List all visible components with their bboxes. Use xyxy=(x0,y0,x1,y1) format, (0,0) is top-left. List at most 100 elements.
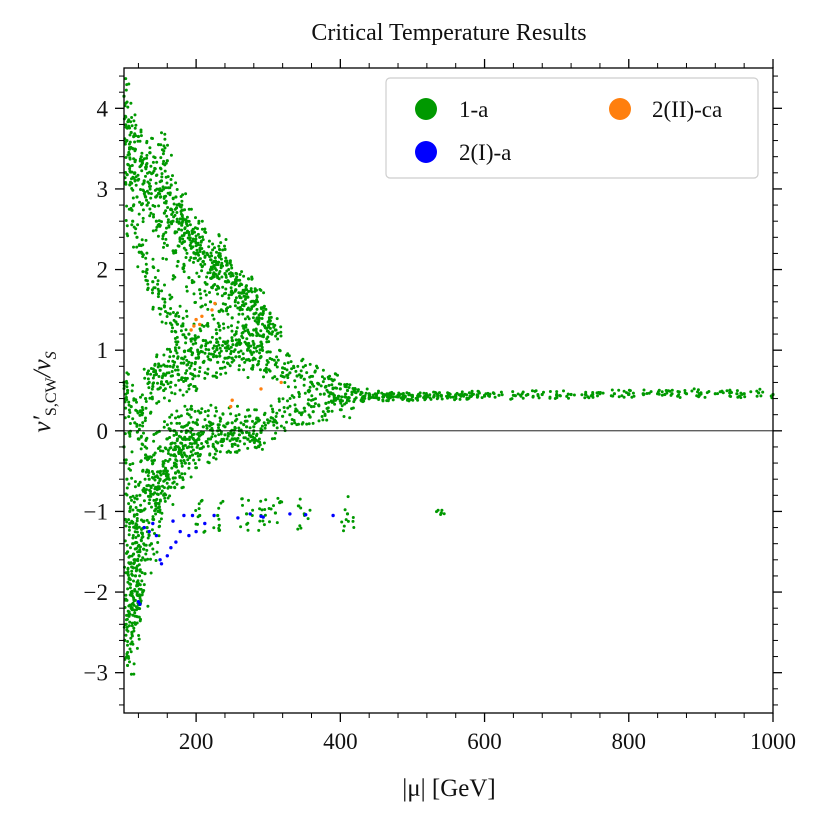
point-1-a-fill xyxy=(239,525,243,529)
point-1-a-fill xyxy=(178,204,182,208)
point-1-a-fill xyxy=(197,275,201,279)
point-1-a-fill xyxy=(172,433,176,437)
point-1-a-fill xyxy=(226,421,230,425)
point-1-a-fill xyxy=(458,397,462,401)
point-1-a-fill xyxy=(125,652,129,656)
point-1-a-fill xyxy=(211,346,215,350)
point-1-a-10 xyxy=(139,155,143,159)
point-1-a-fill xyxy=(191,448,195,452)
point-1-a-fill xyxy=(265,329,269,333)
point-1-a-fill xyxy=(233,333,237,337)
point-1-a-fill xyxy=(136,265,140,269)
point-1-a-fill xyxy=(171,277,175,281)
point-1-a-fill xyxy=(283,362,287,366)
point-1-a-fill xyxy=(181,478,185,482)
point-1-a-fill xyxy=(286,352,290,356)
point-1-a-fill xyxy=(133,172,136,176)
point-1-a-109 xyxy=(176,372,180,376)
point-1-a-fill xyxy=(660,393,664,397)
point-1-a-fill xyxy=(584,393,588,397)
point-1-a-fill xyxy=(189,207,193,211)
point-1-a-fill xyxy=(178,239,182,243)
point-1-a-fill xyxy=(250,305,254,309)
point-1-a-fill xyxy=(174,251,178,255)
point-2(I)-a-8 xyxy=(165,554,169,558)
point-1-a-206 xyxy=(183,461,187,465)
point-1-a-fill xyxy=(244,325,248,329)
point-1-a-fill xyxy=(153,487,157,491)
point-1-a-fill xyxy=(158,498,162,502)
point-1-a-fill xyxy=(132,562,136,566)
point-1-a-fill xyxy=(183,435,187,439)
point-1-a-fill xyxy=(376,391,380,395)
point-1-a-fill xyxy=(313,402,317,406)
point-1-a-fill xyxy=(128,603,132,607)
point-1-a-fill xyxy=(138,159,142,163)
point-1-a-fill xyxy=(143,376,147,380)
point-1-a-104 xyxy=(158,368,162,372)
point-1-a-fill xyxy=(173,486,177,490)
point-1-a-fill xyxy=(188,223,192,227)
point-1-a-fill xyxy=(128,647,132,651)
point-1-a-fill xyxy=(308,415,312,419)
point-1-a-fill xyxy=(730,391,733,394)
point-1-a-fill xyxy=(348,416,352,420)
point-1-a-fill xyxy=(171,197,175,201)
point-1-a-fill xyxy=(156,295,160,299)
point-1-a-fill xyxy=(283,367,287,371)
point-1-a-fill xyxy=(187,233,191,237)
point-1-a-fill xyxy=(124,593,128,597)
point-1-a-fill xyxy=(319,384,323,388)
point-1-a-fill xyxy=(405,398,409,402)
point-1-a-fill xyxy=(369,396,373,400)
point-1-a-fill xyxy=(181,193,185,197)
point-1-a-fill xyxy=(268,311,272,315)
point-1-a-fill xyxy=(229,345,233,349)
point-1-a-fill xyxy=(275,377,279,381)
point-1-a-fill xyxy=(407,393,411,397)
point-1-a-fill xyxy=(260,334,264,338)
point-1-a-fill xyxy=(438,391,441,395)
point-1-a-fill xyxy=(229,263,233,267)
point-1-a-fill xyxy=(132,626,136,630)
point-1-a-fill xyxy=(236,320,240,324)
point-1-a-fill xyxy=(242,423,246,427)
point-1-a-fill xyxy=(166,473,170,477)
point-1-a-fill xyxy=(146,455,150,459)
point-1-a-fill xyxy=(247,498,250,502)
point-1-a-fill xyxy=(185,222,189,226)
point-1-a-fill xyxy=(251,316,255,320)
point-1-a-fill xyxy=(132,135,136,139)
point-1-a-fill xyxy=(180,472,184,476)
point-1-a-fill xyxy=(424,392,428,395)
point-1-a-fill xyxy=(467,396,471,400)
point-1-a-fill xyxy=(233,300,237,304)
point-1-a-27 xyxy=(188,243,192,247)
point-1-a-fill xyxy=(255,349,259,353)
point-1-a-fill xyxy=(761,390,765,394)
point-1-a-fill xyxy=(175,409,179,413)
point-1-a-169 xyxy=(245,425,249,429)
point-1-a-fill xyxy=(125,224,129,228)
point-1-a-fill xyxy=(128,522,132,525)
point-1-a-fill xyxy=(220,261,224,265)
x-tick-label: 600 xyxy=(467,729,502,754)
point-1-a-fill xyxy=(150,476,154,479)
point-1-a-fill xyxy=(169,350,173,354)
point-1-a-fill xyxy=(230,324,233,328)
point-2(I)-a-4 xyxy=(151,521,155,526)
point-1-a-fill xyxy=(225,356,229,360)
point-1-a-fill xyxy=(247,357,251,361)
point-1-a-fill xyxy=(142,431,145,435)
point-1-a-fill xyxy=(135,541,139,545)
point-1-a-fill xyxy=(133,140,137,144)
point-1-a-fill xyxy=(222,437,226,441)
point-1-a-fill xyxy=(225,349,229,353)
point-1-a-fill xyxy=(124,219,128,222)
point-1-a-fill xyxy=(178,421,181,425)
point-1-a-fill xyxy=(271,407,274,411)
point-1-a-fill xyxy=(237,368,241,372)
point-1-a-fill xyxy=(185,376,189,380)
point-1-a-fill xyxy=(279,424,283,428)
point-1-a-fill xyxy=(151,376,155,380)
